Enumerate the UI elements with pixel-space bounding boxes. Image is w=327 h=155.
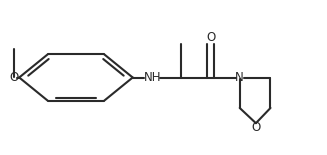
Text: O: O — [206, 31, 215, 44]
Text: N: N — [235, 71, 244, 84]
Text: O: O — [9, 71, 18, 84]
Text: O: O — [251, 121, 261, 134]
Text: NH: NH — [144, 71, 161, 84]
